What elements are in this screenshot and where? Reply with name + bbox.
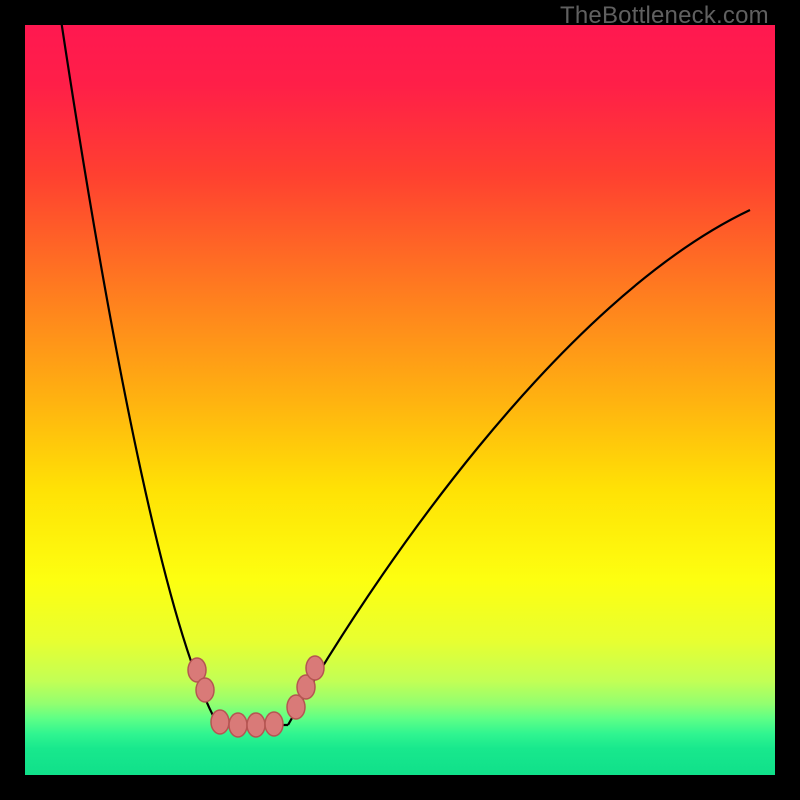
- watermark-text: TheBottleneck.com: [560, 2, 769, 30]
- data-marker: [229, 713, 247, 737]
- data-marker: [211, 710, 229, 734]
- data-marker: [196, 678, 214, 702]
- data-marker: [306, 656, 324, 680]
- data-marker: [265, 712, 283, 736]
- data-marker: [247, 713, 265, 737]
- chart-background-gradient: [25, 25, 775, 775]
